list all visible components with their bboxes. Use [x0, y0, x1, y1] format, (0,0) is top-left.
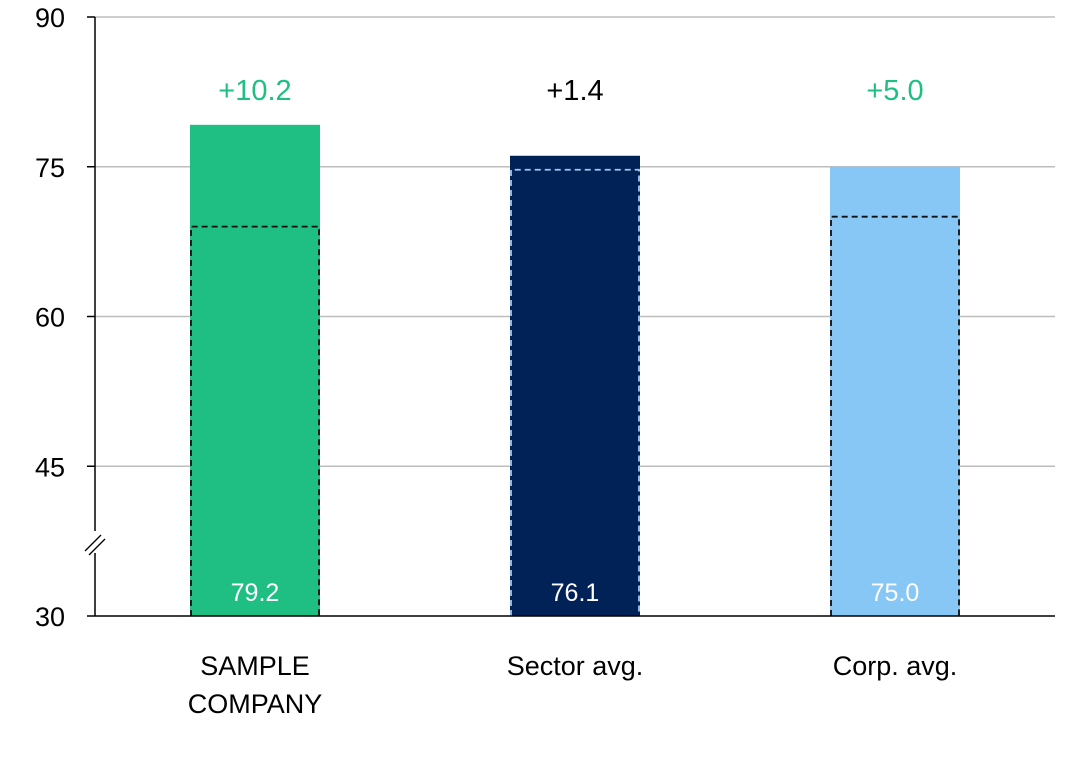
bar-1	[510, 155, 640, 617]
category-label: Sector avg.	[507, 651, 644, 681]
axis-break-mark	[84, 534, 102, 552]
bars	[190, 124, 960, 617]
change-label: +5.0	[866, 75, 923, 107]
labels: +10.2 79.2 SAMPLE COMPANY +1.4 76.1 Sector avg…	[188, 75, 958, 719]
value-label: 75.0	[871, 579, 920, 607]
bar-0	[190, 124, 320, 616]
y-tick-label: 60	[35, 303, 65, 333]
y-axis: 30 45 60 75 90	[35, 3, 1055, 632]
category-label: Corp. avg.	[833, 651, 958, 681]
change-label: +1.4	[546, 75, 603, 107]
value-label: 76.1	[551, 579, 600, 607]
axis-break-mark	[88, 538, 106, 556]
bar-2	[830, 166, 960, 616]
change-label: +10.2	[218, 75, 291, 107]
category-label-line: SAMPLE	[200, 651, 310, 681]
y-tick-label: 30	[35, 602, 65, 632]
category-label-line: Corp. avg.	[833, 651, 958, 681]
y-tick-label: 90	[35, 3, 65, 33]
value-label: 79.2	[231, 579, 280, 607]
previous-value-outline-0	[190, 225, 320, 616]
previous-value-outline-2	[830, 215, 960, 616]
y-tick-label: 45	[35, 452, 65, 482]
category-label-line: COMPANY	[188, 689, 323, 719]
category-label-line: Sector avg.	[507, 651, 644, 681]
y-tick-label: 75	[35, 153, 65, 183]
previous-value-outline-1	[510, 168, 640, 616]
category-label: SAMPLE COMPANY	[188, 651, 323, 719]
